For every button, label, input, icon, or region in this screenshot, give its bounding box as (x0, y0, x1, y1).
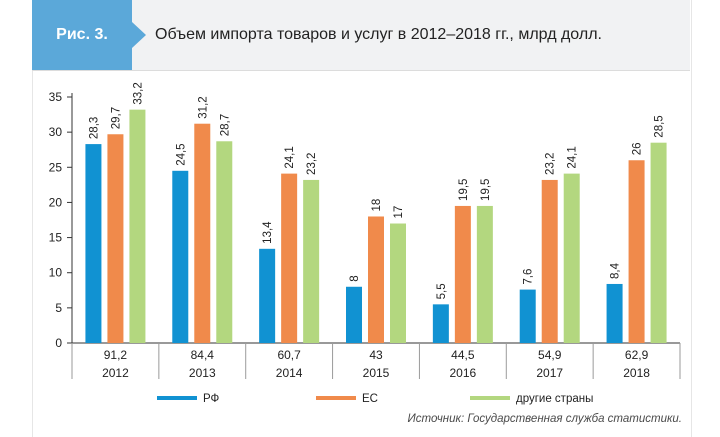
category-total-label: 54,9 (538, 348, 562, 362)
bar (432, 304, 449, 343)
x-tick-label: 2012 (102, 366, 129, 380)
data-label: 7,6 (523, 269, 535, 285)
x-tick-label: 2016 (450, 366, 477, 380)
bar (519, 289, 536, 343)
bar (650, 142, 667, 343)
data-label: 28,7 (219, 114, 231, 136)
bar (303, 179, 320, 343)
data-label: 19,5 (480, 179, 492, 201)
chart-bars (85, 109, 667, 343)
y-tick-label: 0 (55, 336, 62, 350)
legend-swatch (157, 396, 197, 400)
bar (606, 283, 623, 343)
data-label: 8,4 (610, 262, 622, 279)
bar (129, 109, 146, 343)
category-total-label: 43 (369, 348, 383, 362)
data-label: 5,5 (436, 283, 448, 299)
bar (390, 223, 406, 343)
data-label: 17 (393, 206, 405, 219)
data-label: 23,2 (306, 153, 318, 175)
category-total-label: 44,5 (451, 348, 475, 362)
bar (454, 205, 471, 343)
data-label: 24,5 (175, 143, 187, 165)
data-label: 29,7 (110, 107, 122, 129)
x-tick-label: 2017 (536, 366, 563, 380)
chart-data-labels: 28,3 29,7 33,2 24,5 31,2 28,7 13,4 24,1 23,2 8 18 1… (88, 82, 665, 299)
bar (281, 173, 298, 343)
y-tick-label: 20 (49, 195, 63, 209)
y-tick-label: 25 (49, 160, 63, 174)
bar (194, 123, 211, 343)
category-total-label: 91,2 (104, 348, 128, 362)
category-total-label: 84,4 (191, 348, 215, 362)
data-label: 33,2 (132, 82, 144, 104)
y-tick-label: 10 (49, 266, 63, 280)
source-note: Источник: Государственная служба статист… (407, 413, 682, 425)
data-label: 23,2 (545, 153, 557, 175)
bar (346, 286, 362, 343)
y-tick-label: 35 (49, 90, 63, 104)
bar (107, 134, 124, 343)
bar (541, 179, 558, 343)
x-tick-label: 2014 (276, 366, 303, 380)
bar (172, 170, 189, 343)
bar (628, 160, 645, 343)
bar (85, 144, 102, 343)
bar (216, 141, 233, 343)
data-label: 28,3 (88, 117, 100, 139)
bar (368, 216, 384, 343)
y-tick-label: 30 (49, 125, 63, 139)
data-label: 24,1 (567, 146, 579, 168)
data-label: 26 (632, 142, 644, 155)
x-tick-label: 2018 (623, 366, 650, 380)
data-label: 31,2 (197, 96, 209, 118)
figure-label: Рис. 3. (32, 0, 146, 70)
data-label: 13,4 (262, 221, 274, 244)
category-total-label: 62,9 (625, 348, 649, 362)
data-label: 28,5 (654, 115, 666, 137)
x-tick-label: 2013 (189, 366, 216, 380)
category-total-label: 60,7 (277, 348, 301, 362)
y-tick-label: 15 (49, 231, 63, 245)
data-label: 19,5 (458, 179, 470, 201)
chart-legend: РФ ЕС другие страны (157, 393, 593, 405)
chart-title: Объем импорта товаров и услуг в 2012–201… (155, 26, 602, 43)
bar (476, 205, 493, 343)
y-tick-label: 5 (55, 301, 62, 315)
data-label: 18 (371, 199, 383, 212)
bar (563, 173, 580, 343)
legend-label: другие страны (516, 393, 593, 405)
legend-swatch (316, 396, 356, 400)
legend-label: РФ (203, 393, 220, 405)
legend-swatch (470, 396, 510, 400)
data-label: 8 (349, 275, 361, 281)
x-tick-label: 2015 (363, 366, 390, 380)
bar (259, 248, 276, 343)
legend-label: ЕС (362, 393, 378, 405)
data-label: 24,1 (284, 146, 296, 168)
